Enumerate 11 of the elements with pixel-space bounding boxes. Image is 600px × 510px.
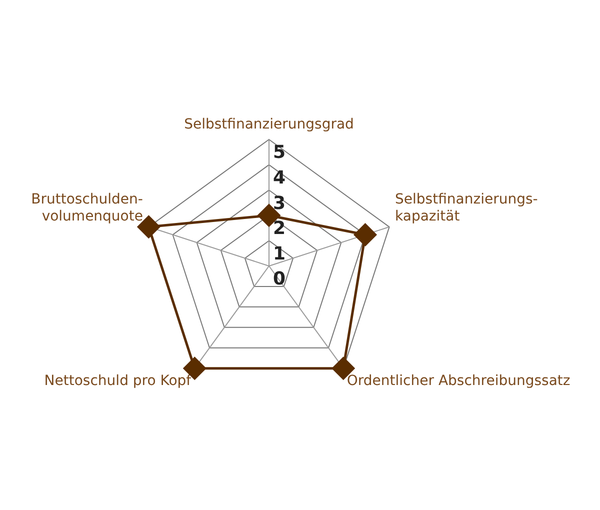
y-tick-label: 0	[273, 268, 286, 290]
spoke-label: Nettoschuld pro Kopf	[44, 373, 192, 390]
y-tick-label: 4	[273, 167, 286, 188]
spoke-label: Ordentlicher Abschreibungssatz	[346, 373, 570, 390]
y-tick-label: 1	[273, 243, 286, 264]
y-tick-label: 3	[273, 192, 286, 214]
spoke-label: Bruttoschulden-volumenquote	[31, 191, 143, 224]
y-tick-label: 2	[273, 218, 286, 240]
y-tick-label: 5	[273, 142, 286, 164]
spoke-label: Selbstfinanzierungs-kapazität	[395, 191, 538, 224]
spoke-label: Selbstfinanzierungsgrad	[184, 116, 354, 133]
